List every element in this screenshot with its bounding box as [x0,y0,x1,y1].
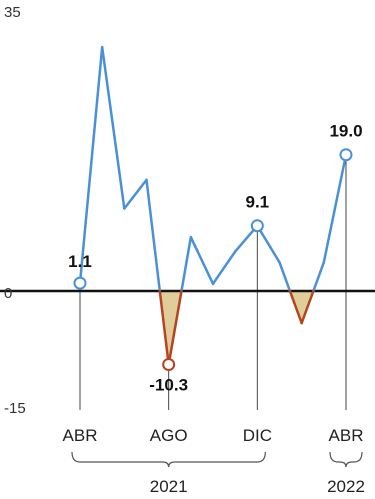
series-segment-negative [300,289,315,325]
series-segment-positive [180,235,193,293]
year-label: 2022 [327,477,365,496]
data-label: 19.0 [329,122,362,141]
series-segment-positive [189,235,215,286]
year-bracket [71,451,266,468]
series-segment-positive [100,45,126,210]
y-tick-label: -15 [4,400,26,417]
data-label: 9.1 [246,193,270,212]
year-groups: 2021 2022 [71,451,365,496]
series-segment-negative [167,289,183,366]
series-segment-negative [288,289,303,325]
y-axis: 35 0 -15 [4,4,26,417]
year-label: 2021 [150,477,188,496]
x-tick-label: DIC [243,426,272,445]
data-point-marker [250,219,264,233]
x-axis: ABR AGO DIC ABR [63,426,364,445]
series-segment-negative [158,289,170,366]
series-segment-positive [278,261,292,293]
data-labels: 1.1 -10.3 9.1 19.0 [68,122,362,395]
series-segment-positive [312,261,326,293]
negative-fills [159,291,314,365]
series-segment-positive [78,45,104,285]
y-tick-label: 35 [4,4,21,21]
series-segment-positive [256,224,281,264]
negative-area [289,291,314,324]
series-segment-positive [123,178,148,210]
x-tick-label: ABR [63,426,98,445]
negative-area [159,291,182,365]
guide-lines [79,154,347,410]
series-line [78,45,348,366]
data-label: -10.3 [149,375,188,394]
y-tick-label: 0 [4,285,12,302]
series-segment-positive [211,250,237,286]
data-point-marker [162,357,176,371]
x-tick-label: ABR [329,426,364,445]
year-bracket [329,451,363,468]
series-segment-positive [322,153,348,264]
data-label: 1.1 [68,252,92,271]
data-point-marker [73,276,87,290]
series-segment-positive [145,178,162,293]
markers [73,148,353,371]
x-tick-label: AGO [150,426,188,445]
data-point-marker [339,148,353,162]
